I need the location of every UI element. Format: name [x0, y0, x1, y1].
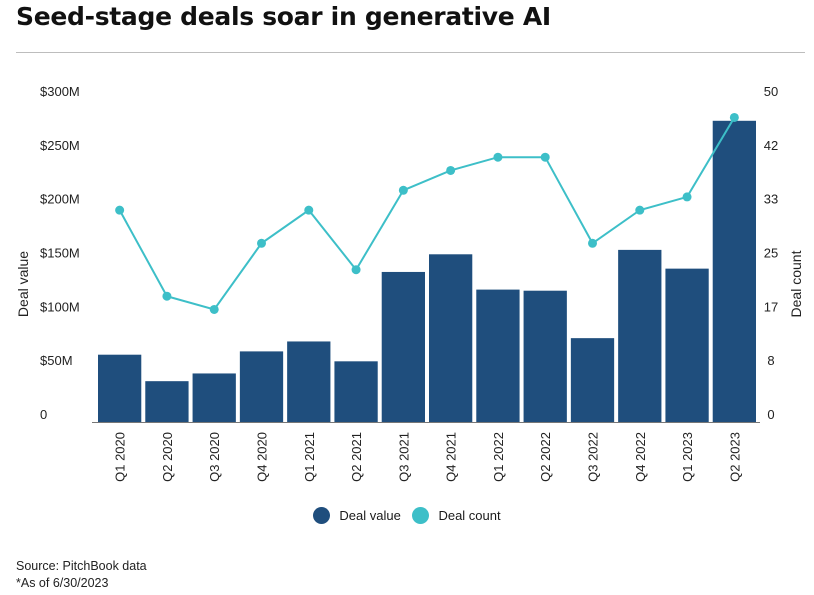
x-tick-label: Q2 2021 — [349, 432, 364, 482]
x-tick-label: Q3 2021 — [396, 432, 411, 482]
legend: Deal value Deal count — [0, 507, 814, 527]
deal-value-bar — [381, 271, 425, 422]
deal-count-point — [304, 205, 314, 215]
x-tick-label: Q4 2020 — [255, 432, 270, 482]
deal-count-point — [729, 112, 739, 122]
source-note: Source: PitchBook data — [16, 559, 147, 573]
x-tick-label: Q1 2022 — [491, 432, 506, 482]
right-axis-title: Deal count — [788, 250, 804, 317]
right-tick-label: 33 — [764, 192, 778, 207]
chart-title: Seed-stage deals soar in generative AI — [16, 2, 551, 31]
deal-count-point — [209, 304, 219, 314]
deal-value-bar — [239, 351, 284, 422]
legend-label-deal-count: Deal count — [438, 508, 501, 523]
legend-swatch-deal-value — [313, 507, 331, 524]
legend-label-deal-value: Deal value — [339, 508, 401, 523]
x-axis-ticks: Q1 2020 Q2 2020 Q3 2020 Q4 2020 Q1 2021 Q2 20… — [113, 432, 743, 482]
deal-count-line — [118, 116, 736, 311]
x-tick-label: Q1 2020 — [113, 432, 128, 482]
legend-swatch-deal-count — [412, 507, 430, 524]
right-tick-label: 50 — [764, 84, 778, 99]
deal-count-point — [540, 152, 550, 162]
left-tick-label: $50M — [40, 353, 73, 368]
deal-count-point — [351, 265, 361, 275]
x-tick-label: Q2 2022 — [538, 432, 553, 482]
deal-value-bar — [334, 361, 378, 422]
x-tick-label: Q3 2020 — [207, 432, 222, 482]
right-tick-label: 8 — [767, 353, 774, 368]
deal-count-point — [682, 192, 692, 202]
deal-value-bar — [429, 254, 473, 422]
deal-count-point — [588, 238, 597, 248]
as-of-note: *As of 6/30/2023 — [16, 576, 109, 590]
legend-item-deal-value[interactable]: Deal value — [313, 507, 401, 524]
deal-value-bar — [712, 120, 756, 422]
left-tick-label: $150M — [40, 246, 80, 261]
deal-value-bar — [476, 289, 520, 422]
x-tick-label: Q1 2023 — [680, 432, 695, 482]
deal-value-bar — [570, 338, 615, 422]
x-tick-label: Q4 2021 — [444, 432, 459, 482]
x-tick-label: Q4 2022 — [633, 432, 648, 482]
deal-value-bar — [192, 373, 236, 422]
deal-count-point — [446, 165, 456, 175]
left-tick-label: $200M — [40, 192, 80, 207]
combo-chart: 0 $50M $100M $150M $200M $250M $300M 0 8 17 25 33 4… — [15, 84, 804, 482]
left-tick-label: 0 — [40, 407, 47, 422]
deal-count-point — [115, 205, 125, 215]
title-divider — [16, 52, 805, 53]
right-tick-label: 25 — [764, 246, 778, 261]
deal-value-bar — [287, 341, 331, 422]
deal-count-point — [398, 185, 408, 195]
deal-value-bars — [98, 120, 756, 422]
x-tick-label: Q3 2022 — [586, 432, 601, 482]
x-tick-label: Q2 2023 — [727, 432, 742, 482]
right-tick-label: 17 — [764, 299, 778, 314]
deal-value-bar — [523, 290, 567, 422]
deal-value-bar — [98, 354, 142, 422]
deal-value-bar — [145, 381, 189, 422]
right-axis-ticks: 0 8 17 25 33 42 50 — [764, 84, 778, 422]
left-tick-label: $300M — [40, 84, 80, 99]
x-tick-label: Q2 2020 — [160, 432, 175, 482]
deal-count-point — [635, 205, 645, 215]
deal-value-bar — [665, 268, 709, 422]
right-tick-label: 0 — [767, 407, 774, 422]
deal-value-bar — [618, 249, 662, 422]
deal-count-point — [257, 238, 266, 248]
deal-count-point — [162, 291, 172, 301]
x-tick-label: Q1 2021 — [302, 432, 317, 482]
deal-count-points — [115, 112, 739, 314]
left-axis-title: Deal value — [15, 251, 31, 317]
left-tick-label: $250M — [40, 138, 80, 153]
legend-item-deal-count[interactable]: Deal count — [412, 507, 501, 524]
left-tick-label: $100M — [40, 299, 80, 314]
right-tick-label: 42 — [764, 138, 778, 153]
left-axis-ticks: 0 $50M $100M $150M $200M $250M $300M — [40, 84, 80, 422]
footer: Source: PitchBook data *As of 6/30/2023 — [16, 558, 147, 592]
deal-count-point — [493, 152, 503, 162]
